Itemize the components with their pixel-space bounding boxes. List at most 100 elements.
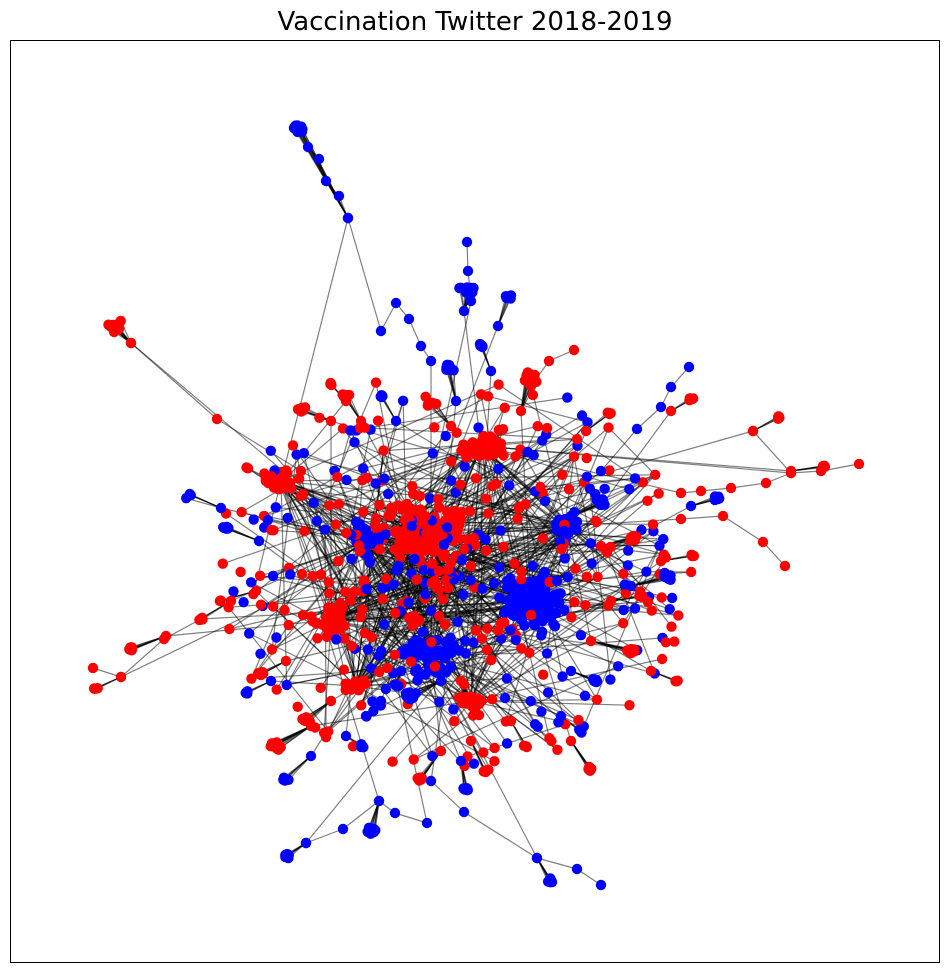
graph-node-blue: [458, 589, 469, 600]
graph-node-blue: [427, 448, 438, 459]
graph-node-red: [347, 741, 359, 752]
graph-node-red: [217, 558, 228, 569]
graph-edge: [413, 592, 627, 760]
graph-node-red: [266, 644, 278, 655]
graph-node-blue: [412, 675, 423, 686]
graph-node-blue: [624, 484, 635, 495]
graph-node-blue: [440, 430, 451, 442]
graph-node-red: [489, 742, 500, 754]
graph-node-red: [88, 683, 100, 694]
graph-edge: [380, 302, 397, 332]
graph-node-blue: [434, 696, 445, 708]
graph-edge: [313, 502, 357, 687]
graph-node-red: [349, 586, 360, 597]
graph-node-blue: [358, 742, 369, 753]
graph-node-red: [346, 640, 357, 652]
graph-node-red: [512, 513, 523, 524]
graph-edge: [280, 384, 499, 482]
graph-node-red: [416, 539, 427, 550]
graph-edge: [280, 480, 572, 672]
graph-node-red: [407, 488, 419, 500]
graph-node-blue: [238, 597, 249, 608]
graph-node-blue: [531, 852, 543, 864]
graph-node-red: [660, 637, 672, 648]
graph-node-red: [544, 733, 555, 744]
graph-node-red: [580, 600, 591, 611]
graph-node-red: [381, 573, 392, 585]
graph-node-blue: [525, 695, 536, 707]
graph-node-red: [331, 624, 343, 635]
graph-node-blue: [513, 583, 524, 594]
graph-node-blue: [521, 591, 532, 602]
graph-node-blue: [466, 283, 478, 295]
graph-node-blue: [414, 646, 425, 658]
graph-node-blue: [631, 423, 643, 435]
graph-node-blue: [391, 565, 402, 576]
graph-node-blue: [271, 632, 282, 643]
graph-edge: [280, 217, 349, 482]
graph-node-blue: [285, 569, 296, 580]
graph-node-blue: [397, 395, 409, 406]
graph-node-red: [688, 550, 700, 562]
graph-node-red: [352, 681, 364, 692]
graph-node-blue: [403, 597, 414, 608]
graph-node-red: [556, 469, 568, 480]
graph-node-red: [669, 636, 680, 647]
graph-node-red: [493, 379, 504, 390]
graph-node-blue: [319, 524, 331, 535]
graph-node-blue: [291, 449, 302, 460]
graph-edge: [216, 418, 302, 472]
graph-node-red: [656, 653, 668, 665]
graph-node-red: [405, 503, 416, 514]
graph-edge: [565, 518, 682, 527]
graph-node-red: [438, 551, 449, 562]
graph-node-blue: [376, 645, 387, 656]
graph-node-red: [461, 698, 473, 709]
graph-node-red: [435, 745, 447, 757]
graph-node-blue: [418, 564, 430, 576]
graph-edge: [303, 452, 414, 495]
graph-node-blue: [448, 639, 459, 651]
graph-node-red: [195, 613, 207, 625]
graph-node-blue: [395, 665, 407, 677]
graph-node-red: [312, 633, 323, 644]
graph-node-red: [370, 377, 382, 388]
graph-node-red: [642, 495, 653, 506]
graph-node-blue: [245, 577, 257, 588]
graph-node-blue: [342, 212, 354, 224]
graph-node-blue: [373, 795, 385, 807]
graph-node-red: [568, 451, 580, 462]
graph-node-red: [757, 536, 769, 548]
graph-node-red: [293, 404, 304, 415]
graph-node-red: [250, 585, 262, 597]
graph-node-blue: [358, 463, 369, 474]
graph-node-red: [411, 574, 422, 585]
graph-node-blue: [474, 338, 486, 350]
graph-node-red: [509, 558, 520, 569]
graph-edge: [636, 406, 662, 430]
graph-node-red: [604, 465, 615, 476]
graph-node-blue: [623, 545, 634, 556]
graph-node-red: [429, 422, 440, 433]
graph-node-red: [685, 566, 697, 578]
graph-node-red: [470, 625, 481, 636]
graph-node-blue: [389, 807, 401, 819]
graph-node-blue: [496, 633, 507, 644]
graph-node-red: [478, 747, 489, 758]
graph-node-blue: [477, 583, 488, 594]
graph-node-red: [458, 544, 470, 555]
graph-node-red: [490, 445, 501, 457]
graph-node-red: [467, 437, 478, 448]
graph-node-red: [779, 560, 791, 572]
graph-node-red: [624, 700, 635, 711]
graph-node-blue: [584, 483, 595, 494]
graph-node-red: [158, 633, 170, 645]
graph-node-red: [323, 726, 334, 737]
graph-node-blue: [435, 675, 447, 687]
graph-node-red: [371, 513, 382, 524]
graph-node-red: [372, 415, 384, 426]
graph-node-red: [358, 506, 369, 518]
graph-node-blue: [270, 502, 281, 513]
graph-node-blue: [599, 483, 610, 494]
